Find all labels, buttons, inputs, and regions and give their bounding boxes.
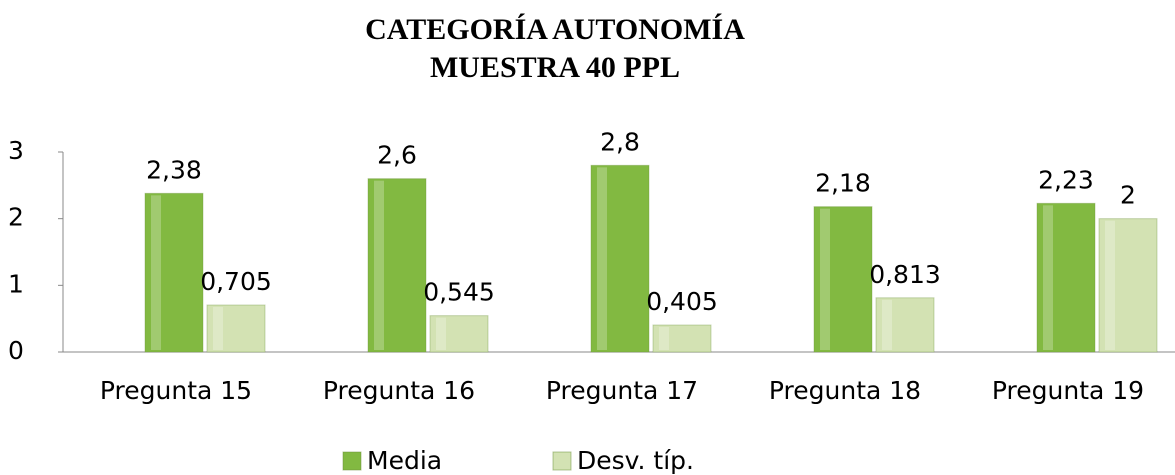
- chart-title: CATEGORÍA AUTONOMÍA: [365, 13, 745, 46]
- x-tick-label: Pregunta 17: [546, 376, 698, 405]
- bar: [1098, 218, 1158, 353]
- bar-shine: [1105, 220, 1115, 350]
- value-label: 0,545: [423, 278, 495, 307]
- y-tick-label: 2: [8, 203, 24, 232]
- bar: [875, 297, 935, 353]
- value-label: 2,23: [1038, 165, 1094, 194]
- bar: [429, 315, 489, 353]
- bar-shine: [882, 299, 892, 350]
- value-label: 0,405: [646, 287, 718, 316]
- bar-shine: [374, 180, 384, 350]
- legend-swatch: [342, 451, 362, 471]
- value-label: 0,705: [200, 267, 272, 296]
- bar: [206, 304, 266, 353]
- value-label: 2,38: [146, 155, 202, 184]
- chart-subtitle: MUESTRA 40 PPL: [430, 51, 680, 84]
- bar-shine: [659, 327, 669, 350]
- bar: [144, 192, 204, 353]
- y-tick-label: 0: [8, 336, 24, 365]
- bar-shine: [820, 208, 830, 350]
- bar-shine: [1043, 205, 1053, 350]
- value-label: 2,18: [815, 169, 871, 198]
- value-label: 0,813: [869, 260, 941, 289]
- bar-shine: [213, 307, 223, 350]
- bar: [1036, 202, 1096, 353]
- value-label: 2: [1120, 181, 1136, 210]
- bar: [813, 206, 873, 353]
- bar: [367, 178, 427, 353]
- value-label: 2,6: [377, 141, 417, 170]
- bar-shine: [436, 317, 446, 350]
- y-tick-label: 1: [8, 269, 24, 298]
- legend-label: Desv. típ.: [577, 446, 694, 475]
- x-tick-label: Pregunta 18: [769, 376, 921, 405]
- bar-shine: [151, 195, 161, 350]
- bar: [652, 324, 712, 353]
- bar-shine: [597, 167, 607, 350]
- x-tick-label: Pregunta 16: [323, 376, 475, 405]
- x-tick-label: Pregunta 19: [992, 376, 1144, 405]
- legend-label: Media: [367, 446, 442, 475]
- x-tick-label: Pregunta 15: [100, 376, 252, 405]
- legend-swatch: [552, 451, 572, 471]
- y-tick-label: 3: [8, 136, 24, 165]
- bar: [590, 164, 650, 353]
- value-label: 2,8: [600, 127, 640, 156]
